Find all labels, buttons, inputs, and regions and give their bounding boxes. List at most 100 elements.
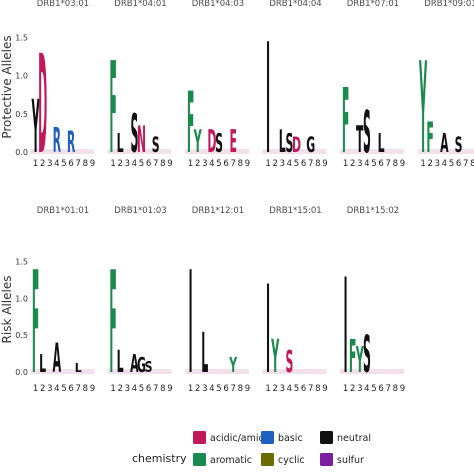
logo-letter: A	[440, 127, 449, 158]
logo-letter: Y	[355, 341, 364, 382]
position-label: 9	[167, 384, 172, 394]
legend-swatch	[320, 453, 333, 466]
position-label: 6	[378, 384, 383, 394]
logo-letter: Y	[229, 353, 238, 377]
position-label: 4	[287, 384, 292, 394]
baseline-band	[185, 369, 249, 374]
position-label: 2	[40, 384, 45, 394]
position-label: 5	[449, 159, 454, 169]
logo-letter: S	[285, 127, 293, 158]
baseline-band	[340, 149, 404, 154]
panel-title: DRB1*12:01	[192, 206, 244, 216]
legend-label: aromatic	[210, 455, 252, 466]
legend-swatch	[193, 431, 206, 444]
position-label: 8	[238, 159, 243, 169]
position-label: 7	[386, 159, 391, 169]
logo-letter: Y	[419, 36, 427, 183]
logo-letter: F	[32, 241, 39, 406]
logo-letter: A	[130, 349, 138, 379]
legend-swatch	[320, 431, 333, 444]
legend-title: chemistry	[132, 452, 187, 465]
baseline-band	[30, 149, 94, 154]
logo-letter: E	[229, 123, 236, 160]
logo-letter: D	[207, 123, 216, 160]
position-label: 7	[153, 384, 158, 394]
chart-legend: chemistry acidic/amid basic neutral aromatic…	[132, 431, 371, 466]
logo-letter: I	[266, 12, 270, 188]
position-label: 3	[125, 159, 130, 169]
position-label: 9	[90, 384, 95, 394]
position-label: 6	[301, 159, 306, 169]
logo-letter: S	[285, 345, 293, 380]
logo-letter: L	[279, 123, 286, 160]
logo-panel: DRB1*03:01 YD R R 1 2 3 4 5 6 7 8 9	[30, 0, 95, 184]
position-label: 5	[294, 384, 299, 394]
position-label: 3	[280, 384, 285, 394]
position-label: 3	[202, 159, 207, 169]
logo-panel: DRB1*15:02 I F Y S 1 2 3 4 5 6 7 8 9	[340, 206, 405, 403]
logo-panel: DRB1*01:01F L A L1 2 3 4 5 6 7 8 9	[30, 206, 95, 406]
logo-letter: R	[67, 125, 75, 159]
baseline-band	[107, 149, 172, 154]
logo-letter: L	[378, 127, 385, 158]
position-label: 6	[301, 384, 306, 394]
position-label: 6	[68, 384, 73, 394]
position-label: 7	[386, 384, 391, 394]
y-tick-label: 1.0	[15, 294, 28, 303]
position-label: 1	[343, 384, 348, 394]
position-label: 5	[371, 384, 376, 394]
logo-letter: S	[215, 127, 223, 158]
panel-title: DRB1*04:01	[114, 0, 166, 9]
position-label: 3	[357, 159, 362, 169]
position-label: 4	[442, 159, 447, 169]
position-label: 7	[231, 384, 236, 394]
legend-swatch	[193, 453, 206, 466]
y-tick-label: 0.0	[15, 148, 28, 157]
position-label: 6	[223, 159, 228, 169]
logo-panel: DRB1*04:04 I L SD G 1 2 3 4 5 6 7 8 9	[262, 0, 328, 189]
position-label: 8	[160, 159, 165, 169]
y-tick-label: 1.0	[15, 72, 28, 81]
baseline-band	[417, 149, 474, 154]
legend-label: neutral	[337, 433, 371, 444]
position-label: 2	[195, 384, 200, 394]
panel-title: DRB1*07:01	[347, 0, 399, 9]
legend-label: sulfur	[337, 455, 364, 466]
logo-row-1: Protective Alleles0.00.51.01.5DRB1*03:01…	[0, 0, 474, 189]
position-label: 2	[117, 384, 122, 394]
logo-letter: F	[109, 241, 116, 406]
panel-title: DRB1*04:04	[269, 0, 321, 9]
logo-letter: D	[38, 25, 47, 184]
position-label: 9	[400, 384, 405, 394]
position-label: 8	[83, 159, 88, 169]
position-label: 3	[280, 159, 285, 169]
logo-panel: DRB1*09:01YFAS123456789	[417, 0, 474, 183]
position-label: 3	[357, 384, 362, 394]
position-label: 4	[132, 384, 137, 394]
position-label: 5	[294, 159, 299, 169]
logo-letter: S	[363, 99, 371, 166]
position-label: 3	[435, 159, 440, 169]
position-label: 6	[223, 384, 228, 394]
y-tick-label: 0.5	[15, 110, 28, 119]
position-label: 3	[47, 159, 52, 169]
panel-title: DRB1*01:01	[37, 206, 89, 216]
legend-label: basic	[278, 433, 303, 444]
y-axis-label: Protective Alleles	[0, 35, 14, 138]
logo-letter: L	[39, 349, 46, 379]
logo-letter: S	[363, 325, 371, 384]
baseline-band	[262, 369, 327, 374]
position-label: 5	[139, 159, 144, 169]
position-label: 2	[427, 159, 432, 169]
position-label: 8	[83, 384, 88, 394]
position-label: 2	[195, 159, 200, 169]
logo-letter: Y	[271, 329, 280, 383]
y-tick-label: 0.5	[15, 331, 28, 340]
position-label: 4	[364, 384, 369, 394]
logo-letter: F	[109, 36, 116, 183]
position-label: 2	[117, 159, 122, 169]
legend-label: cyclic	[278, 455, 305, 466]
logo-letter: Y	[193, 123, 202, 160]
baseline-band	[340, 369, 404, 374]
position-label: 3	[202, 384, 207, 394]
